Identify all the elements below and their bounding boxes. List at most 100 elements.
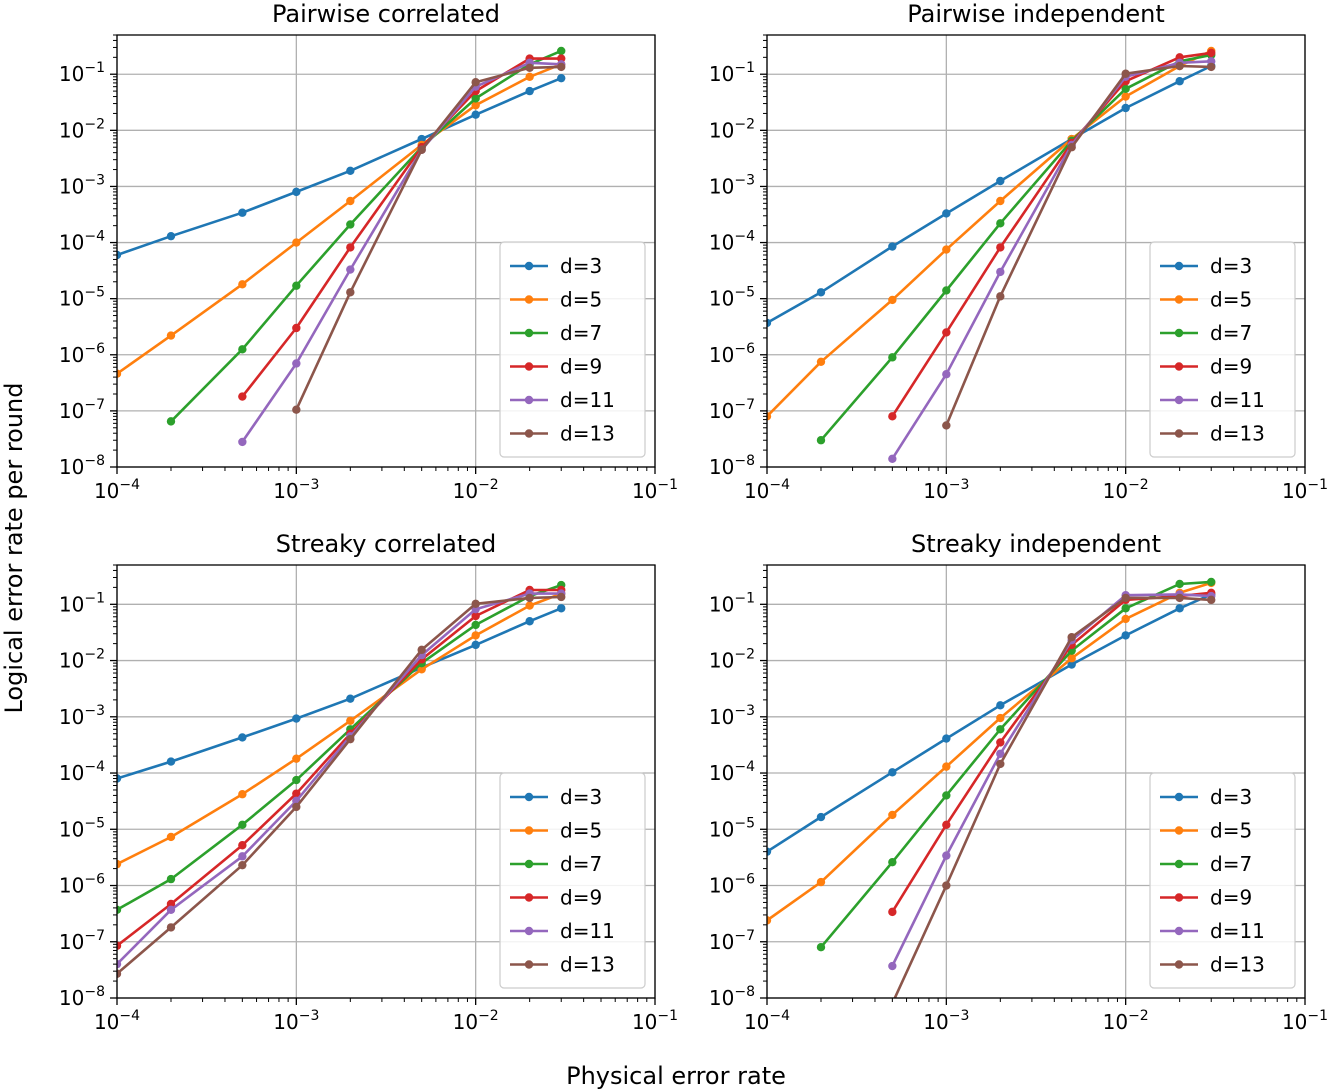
y-tick-label: 10−2 [59, 647, 105, 673]
data-point [117, 941, 122, 950]
data-point [557, 592, 566, 602]
y-tick-label: 10−2 [709, 647, 755, 673]
y-tick-label: 10−6 [709, 872, 755, 898]
series-line [945, 64, 1212, 427]
data-point [117, 250, 122, 260]
legend-marker [524, 429, 534, 438]
y-tick-label: 10−5 [59, 285, 105, 311]
data-point [346, 220, 355, 229]
y-tick-label: 10−1 [709, 60, 755, 86]
data-point [346, 716, 355, 725]
series-line [820, 580, 1212, 949]
legend-marker [524, 826, 534, 835]
y-tick-label: 10−1 [709, 590, 755, 616]
data-point [996, 713, 1005, 723]
x-tick-label: 10−3 [273, 477, 319, 503]
data-point [996, 738, 1005, 747]
data-point [292, 359, 301, 368]
data-point [942, 851, 951, 860]
plot-area [117, 46, 566, 447]
legend: d=3 d=5 d=7 d=9 d=11 d=13 [1149, 241, 1296, 458]
data-point [942, 286, 951, 295]
legend-box [499, 772, 646, 989]
data-point [816, 436, 826, 445]
data-point [292, 754, 301, 763]
data-point [1121, 84, 1130, 93]
data-point [292, 714, 301, 723]
legend-label: d=5 [560, 288, 602, 312]
data-point [1207, 595, 1216, 605]
y-tick-label: 10−6 [59, 341, 105, 367]
legend-label: d=11 [1210, 919, 1265, 943]
x-tick-label: 10−4 [744, 477, 790, 503]
data-point [1067, 660, 1076, 669]
data-point [117, 905, 122, 915]
data-point [888, 454, 897, 464]
legend-marker [1174, 960, 1184, 969]
legend-label: d=3 [560, 254, 602, 278]
axes-frame [766, 34, 1306, 468]
x-tick-label: 10−1 [1282, 1008, 1328, 1034]
axes-frame [116, 34, 656, 468]
series-line [295, 65, 562, 411]
data-point [471, 631, 480, 640]
legend-marker [1174, 926, 1184, 936]
series-line [767, 593, 1212, 853]
y-tick-label: 10−6 [59, 872, 105, 898]
data-point [996, 196, 1005, 206]
chart-panel: 10−4 10−3 10−2 10−1 10−8 10−7 10−6 10−5 10−4 10−3… [709, 530, 1328, 1034]
data-point [942, 245, 951, 254]
data-point [471, 599, 480, 609]
y-tick-label: 10−3 [709, 703, 755, 729]
data-point [117, 969, 122, 978]
legend-label: d=5 [1210, 819, 1252, 843]
data-point [1121, 103, 1130, 113]
x-tick-label: 10−3 [923, 1008, 969, 1034]
y-tick-label: 10−2 [59, 116, 105, 142]
data-point [525, 601, 534, 610]
data-point [238, 280, 247, 289]
legend-marker [1174, 261, 1184, 271]
legend: d=3 d=5 d=7 d=9 d=11 d=13 [1149, 772, 1296, 989]
data-point [166, 905, 176, 915]
data-point [292, 238, 301, 247]
y-tick-label: 10−5 [709, 285, 755, 311]
legend-marker [1174, 328, 1184, 338]
data-point [292, 187, 301, 197]
data-point [1175, 77, 1184, 86]
data-point [1121, 614, 1130, 624]
legend-marker [1174, 395, 1184, 405]
data-point [942, 734, 951, 743]
data-point [471, 94, 480, 103]
plot-area [767, 46, 1216, 464]
data-point [767, 847, 772, 856]
axes-frame [766, 564, 1306, 999]
x-tick-label: 10−3 [923, 477, 969, 503]
series-line [117, 76, 562, 257]
legend-marker [524, 893, 534, 902]
data-point [1067, 633, 1076, 642]
legend-label: d=13 [560, 953, 615, 977]
data-point [166, 417, 176, 426]
data-point [888, 353, 897, 362]
data-point [417, 134, 426, 144]
legend-marker [524, 960, 534, 969]
data-point [238, 820, 247, 830]
data-point [346, 265, 355, 274]
legend-label: d=9 [560, 355, 602, 379]
y-tick-label: 10−4 [59, 229, 105, 255]
x-tick-label: 10−2 [453, 1008, 499, 1034]
legend-label: d=7 [560, 852, 602, 876]
y-tick-label: 10−1 [59, 60, 105, 86]
data-point [557, 62, 566, 72]
data-point [767, 916, 772, 925]
data-point [417, 145, 426, 154]
series-line [117, 63, 562, 375]
data-point [238, 392, 247, 401]
data-point [346, 288, 355, 297]
legend-label: d=7 [1210, 852, 1252, 876]
legend-label: d=13 [1210, 422, 1265, 446]
y-tick-label: 10−3 [709, 172, 755, 198]
series-line [767, 64, 1212, 325]
data-point [1207, 62, 1216, 72]
